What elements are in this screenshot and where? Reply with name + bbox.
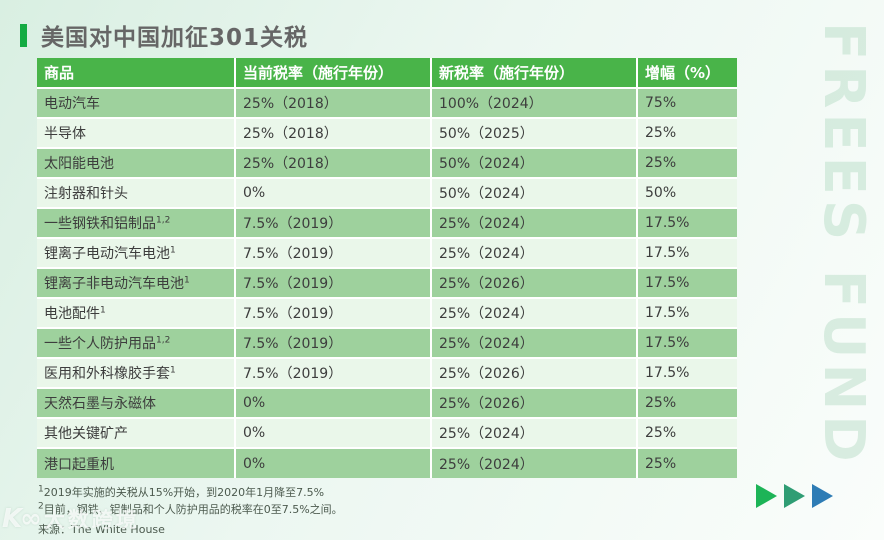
product-cell: 一些钢铁和铝制品1,2 (37, 207, 236, 239)
increase-cell: 17.5% (636, 237, 737, 269)
new-rate-cell: 25%（2026） (430, 387, 638, 419)
current-rate-cell: 7.5%（2019） (234, 267, 432, 299)
bottom-watermark: K∞ 大数跨境 (2, 504, 140, 534)
source-line: 来源：The White House (38, 523, 165, 536)
increase-cell: 25% (636, 417, 737, 449)
footnote-marker: 1 (170, 245, 176, 256)
product-cell: 锂离子电动汽车电池1 (37, 237, 236, 269)
tariff-table: 商品 当前税率（施行年份） 新税率（施行年份） 增幅（%） 电动汽车 25%（2018）… (37, 58, 737, 478)
new-rate-cell: 25%（2024） (430, 207, 638, 239)
new-rate-cell: 50%（2025） (430, 117, 638, 149)
footnote-2-text: 目前，钢铁、铝制品和个人防护用品的税率在0至7.5%之间。 (43, 503, 343, 516)
column-header: 新税率（施行年份） (430, 58, 638, 89)
footnote-marker: 1 (170, 365, 176, 376)
column-header: 当前税率（施行年份） (234, 58, 432, 89)
table-row: 电动汽车 25%（2018） 100%（2024） 75% (37, 87, 737, 119)
increase-cell: 17.5% (636, 327, 737, 359)
increase-cell: 17.5% (636, 297, 737, 329)
current-rate-cell: 7.5%（2019） (234, 207, 432, 239)
footnote-1-text: 2019年实施的关税从15%开始，到2020年1月降至7.5% (43, 486, 325, 499)
table-row: 电池配件1 7.5%（2019） 25%（2024） 17.5% (37, 297, 737, 329)
table-body: 电动汽车 25%（2018） 100%（2024） 75% 半导体 25%（2018） 50… (37, 87, 737, 478)
column-header: 增幅（%） (636, 58, 737, 89)
increase-cell: 50% (636, 177, 737, 209)
table-row: 天然石墨与永磁体 0% 25%（2026） 25% (37, 387, 737, 419)
increase-cell: 25% (636, 147, 737, 179)
current-rate-cell: 7.5%（2019） (234, 237, 432, 269)
product-cell: 医用和外科橡胶手套1 (37, 357, 236, 389)
new-rate-cell: 25%（2024） (430, 237, 638, 269)
table-row: 医用和外科橡胶手套1 7.5%（2019） 25%（2026） 17.5% (37, 357, 737, 389)
current-rate-cell: 25%（2018） (234, 117, 432, 149)
current-rate-cell: 0% (234, 387, 432, 419)
new-rate-cell: 100%（2024） (430, 87, 638, 119)
current-rate-cell: 0% (234, 417, 432, 449)
current-rate-cell: 0% (234, 177, 432, 209)
table-row: 其他关键矿产 0% 25%（2024） 25% (37, 417, 737, 449)
current-rate-cell: 0% (234, 447, 432, 478)
new-rate-cell: 25%（2024） (430, 327, 638, 359)
increase-cell: 25% (636, 387, 737, 419)
table-row: 锂离子电动汽车电池1 7.5%（2019） 25%（2024） 17.5% (37, 237, 737, 269)
new-rate-cell: 50%（2024） (430, 147, 638, 179)
increase-cell: 17.5% (636, 267, 737, 299)
increase-cell: 25% (636, 447, 737, 478)
arrow-right-icon[interactable] (756, 484, 777, 508)
new-rate-cell: 25%（2024） (430, 417, 638, 449)
arrow-right-icon[interactable] (812, 484, 833, 508)
column-header: 商品 (37, 58, 236, 89)
footnote-marker: 1 (100, 305, 106, 316)
product-cell: 电动汽车 (37, 87, 236, 119)
increase-cell: 17.5% (636, 207, 737, 239)
table-row: 锂离子非电动汽车电池1 7.5%（2019） 25%（2026） 17.5% (37, 267, 737, 299)
side-watermark-text: FREES FUND (811, 22, 876, 467)
current-rate-cell: 25%（2018） (234, 87, 432, 119)
watermark-text: 大数跨境 (43, 508, 140, 532)
next-arrows (756, 484, 833, 508)
table-row: 一些钢铁和铝制品1,2 7.5%（2019） 25%（2024） 17.5% (37, 207, 737, 239)
new-rate-cell: 25%（2026） (430, 357, 638, 389)
product-cell: 电池配件1 (37, 297, 236, 329)
new-rate-cell: 25%（2024） (430, 447, 638, 478)
product-cell: 太阳能电池 (37, 147, 236, 179)
increase-cell: 25% (636, 117, 737, 149)
title-accent-bar (20, 23, 27, 47)
product-cell: 锂离子非电动汽车电池1 (37, 267, 236, 299)
product-cell: 其他关键矿产 (37, 417, 236, 449)
table-row: 半导体 25%（2018） 50%（2025） 25% (37, 117, 737, 149)
product-cell: 注射器和针头 (37, 177, 236, 209)
footnote-2: 2目前，钢铁、铝制品和个人防护用品的税率在0至7.5%之间。 (38, 501, 343, 518)
product-cell: 一些个人防护用品1,2 (37, 327, 236, 359)
increase-cell: 75% (636, 87, 737, 119)
current-rate-cell: 7.5%（2019） (234, 297, 432, 329)
footnote-marker: 1,2 (156, 215, 171, 226)
current-rate-cell: 7.5%（2019） (234, 327, 432, 359)
title-row: 美国对中国加征301关税 (20, 18, 308, 52)
table-row: 太阳能电池 25%（2018） 50%（2024） 25% (37, 147, 737, 179)
table-row: 港口起重机 0% 25%（2024） 25% (37, 447, 737, 478)
increase-cell: 17.5% (636, 357, 737, 389)
new-rate-cell: 25%（2024） (430, 297, 638, 329)
product-cell: 半导体 (37, 117, 236, 149)
watermark-logo-icon: K∞ (2, 504, 42, 534)
current-rate-cell: 7.5%（2019） (234, 357, 432, 389)
table-row: 一些个人防护用品1,2 7.5%（2019） 25%（2024） 17.5% (37, 327, 737, 359)
footnote-1: 12019年实施的关税从15%开始，到2020年1月降至7.5% (38, 484, 343, 501)
footnote-marker: 1,2 (156, 335, 171, 346)
table-row: 注射器和针头 0% 50%（2024） 50% (37, 177, 737, 209)
arrow-right-icon[interactable] (784, 484, 805, 508)
new-rate-cell: 50%（2024） (430, 177, 638, 209)
table-header-row: 商品 当前税率（施行年份） 新税率（施行年份） 增幅（%） (37, 58, 737, 89)
footnote-1-marker: 1 (38, 484, 44, 495)
footnote-2-marker: 2 (38, 501, 44, 512)
page-title: 美国对中国加征301关税 (41, 25, 309, 51)
product-cell: 港口起重机 (37, 447, 236, 478)
new-rate-cell: 25%（2026） (430, 267, 638, 299)
footnotes-block: 12019年实施的关税从15%开始，到2020年1月降至7.5% 2目前，钢铁、… (38, 484, 343, 538)
footnote-marker: 1 (184, 275, 190, 286)
product-cell: 天然石墨与永磁体 (37, 387, 236, 419)
current-rate-cell: 25%（2018） (234, 147, 432, 179)
